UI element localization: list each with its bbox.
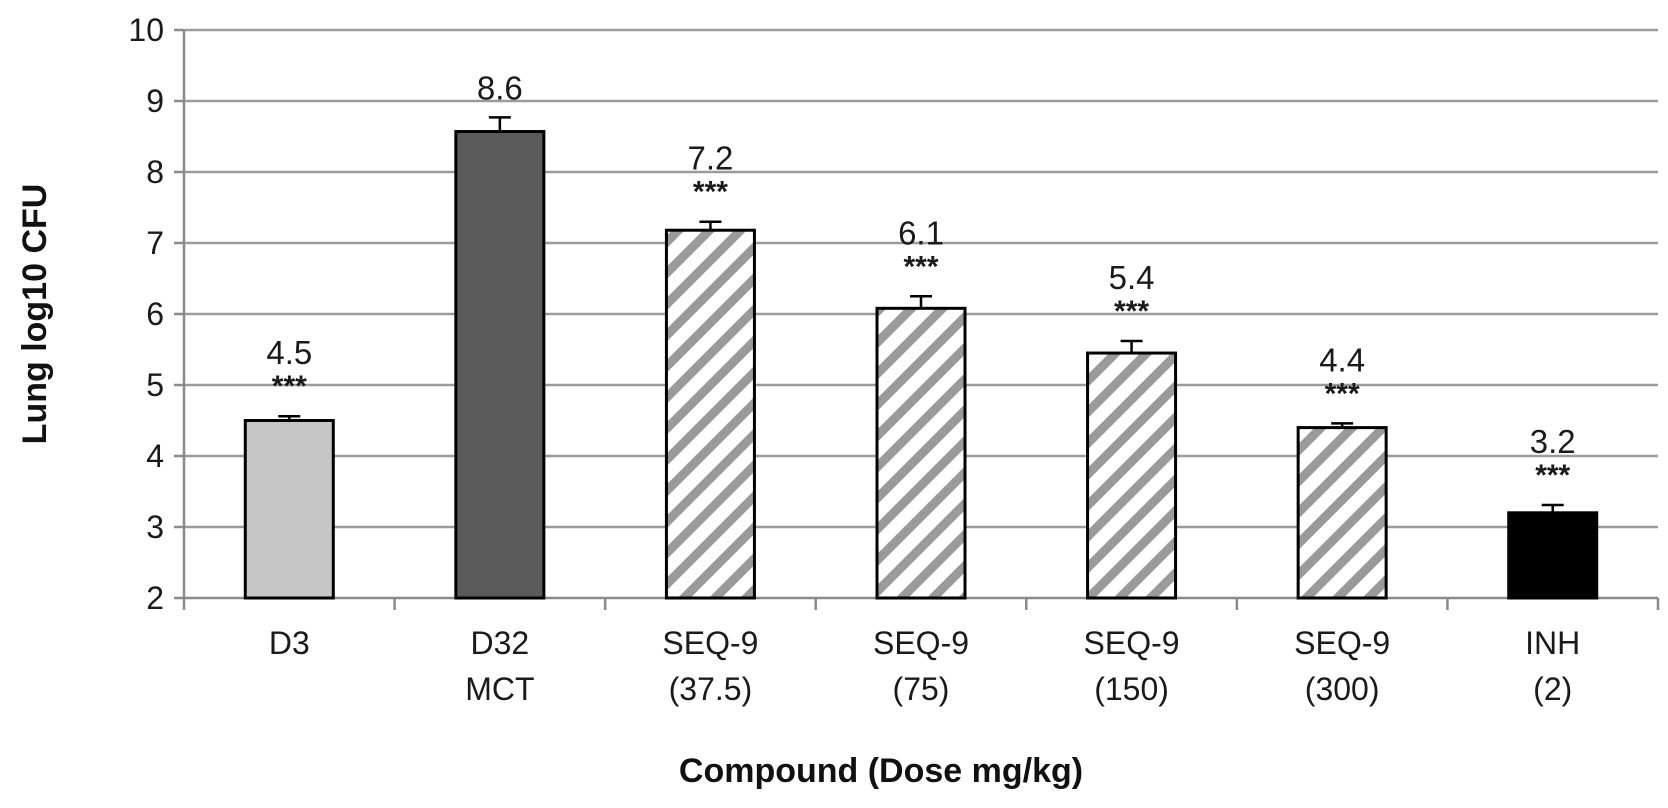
bar [875, 306, 967, 600]
bar [243, 419, 335, 600]
data-labels: ***4.5D38.6D32MCT***7.2SEQ-9(37.5)***6.1… [266, 69, 1580, 707]
significance-label: *** [272, 370, 307, 403]
significance-label: *** [1535, 459, 1570, 492]
x-category-label: (300) [1305, 671, 1380, 707]
x-category-label: (37.5) [669, 671, 753, 707]
x-category-label: SEQ-9 [873, 625, 969, 661]
y-tick-label: 5 [146, 367, 164, 403]
y-tick-label: 7 [146, 225, 164, 261]
significance-label: *** [1325, 377, 1360, 410]
y-tick-label: 10 [128, 12, 164, 48]
y-tick-label: 9 [146, 83, 164, 119]
x-category-label: SEQ-9 [662, 625, 758, 661]
y-tick-label: 3 [146, 509, 164, 545]
bar [1086, 351, 1178, 600]
x-category-label: D32 [471, 625, 530, 661]
value-label: 5.4 [1109, 259, 1155, 296]
x-category-label: INH [1525, 625, 1580, 661]
x-axis-title: Compound (Dose mg/kg) [679, 752, 1083, 790]
y-tick-label: 6 [146, 296, 164, 332]
significance-label: *** [903, 250, 938, 283]
x-category-label: SEQ-9 [1084, 625, 1180, 661]
bar [454, 130, 546, 600]
value-label: 8.6 [477, 69, 523, 106]
value-label: 7.2 [687, 140, 733, 177]
value-label: 4.4 [1319, 341, 1365, 378]
x-category-label: (2) [1533, 671, 1572, 707]
x-category-label: (75) [893, 671, 950, 707]
bars [243, 116, 1599, 600]
value-label: 4.5 [266, 334, 312, 371]
bar [1296, 426, 1388, 600]
value-label: 3.2 [1530, 423, 1576, 460]
y-tick-label: 4 [146, 438, 164, 474]
bar [664, 228, 756, 600]
y-axis-title: Lung log10 CFU [16, 184, 54, 445]
x-category-label: SEQ-9 [1294, 625, 1390, 661]
significance-label: *** [693, 176, 728, 209]
x-category-label: D3 [269, 625, 310, 661]
y-tick-label: 2 [146, 580, 164, 616]
x-category-label: MCT [465, 671, 534, 707]
value-label: 6.1 [898, 214, 944, 251]
significance-label: *** [1114, 295, 1149, 328]
x-category-label: (150) [1094, 671, 1169, 707]
bar [1507, 511, 1599, 600]
y-tick-label: 8 [146, 154, 164, 190]
